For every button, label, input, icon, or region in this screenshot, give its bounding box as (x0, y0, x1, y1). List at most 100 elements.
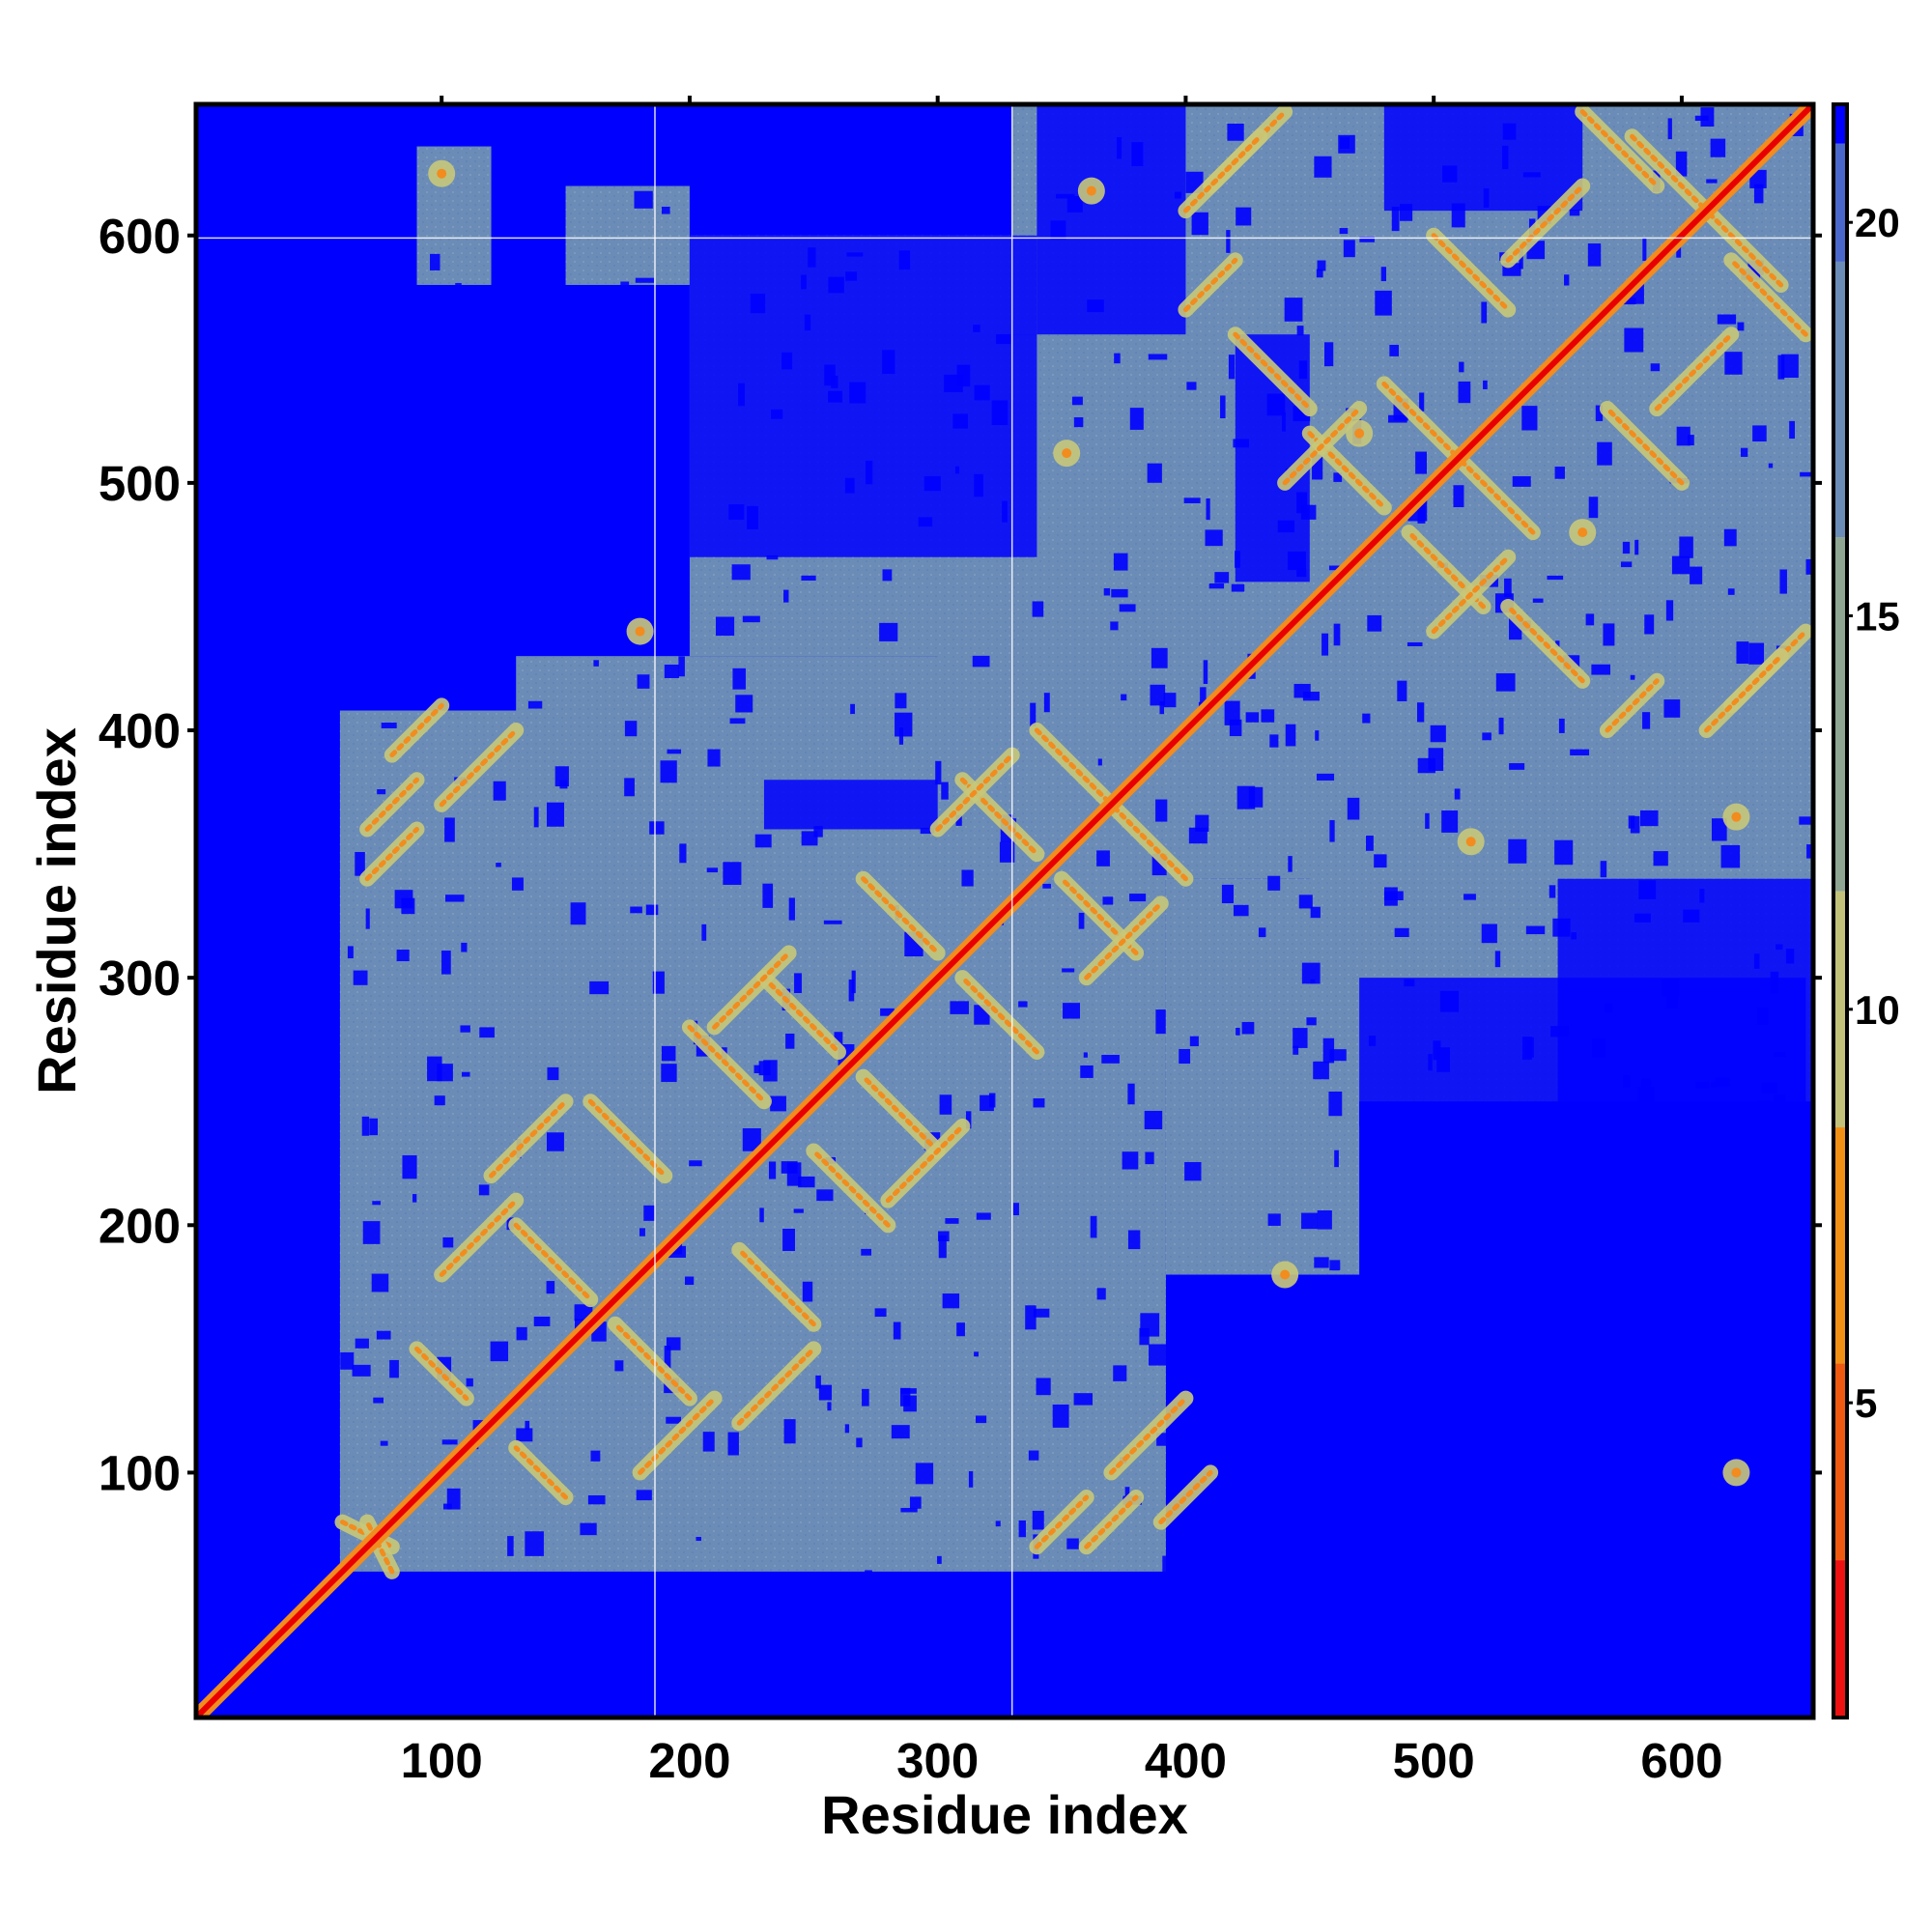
y-tick-label: 200 (99, 1198, 181, 1253)
heatmap-cell (1558, 718, 1565, 733)
heatmap-cell (1723, 528, 1737, 547)
heatmap-cell (1087, 299, 1104, 313)
contact-band (1233, 331, 1313, 412)
heatmap-cell (1066, 196, 1083, 213)
heatmap-cell (587, 1494, 606, 1505)
heatmap-cell (742, 1128, 761, 1151)
heatmap-cell (938, 1231, 950, 1242)
y-tick-label: 500 (99, 456, 181, 511)
heatmap-cell (1463, 894, 1476, 900)
heatmap-cell (974, 473, 983, 497)
contact-band (736, 1346, 816, 1426)
heatmap-cell (666, 1416, 681, 1424)
heatmap-cell (861, 1248, 872, 1256)
heatmap-cell (1183, 497, 1201, 503)
heatmap-cell (1261, 709, 1275, 723)
heatmap-cell (444, 817, 455, 842)
heatmap-cell (493, 781, 506, 801)
heatmap-cell (369, 1118, 379, 1136)
heatmap-cell (1032, 1510, 1044, 1530)
colorbar-tick-label: 20 (1855, 200, 1900, 245)
contact-band (1381, 381, 1462, 461)
heatmap-cell (1780, 354, 1799, 378)
heatmap-cell (874, 1308, 887, 1318)
heatmap-cell (1481, 301, 1488, 324)
heatmap-cell (1547, 575, 1564, 581)
heatmap-cell (1717, 314, 1737, 325)
heatmap-cell (547, 1066, 559, 1081)
heatmap-cell (1200, 687, 1207, 705)
heatmap-cell (1374, 854, 1387, 868)
heatmap-cell (678, 656, 685, 677)
heatmap-texture (565, 185, 690, 285)
heatmap-cell (1018, 1520, 1026, 1538)
heatmap-cell (815, 1375, 821, 1389)
contact-band (810, 1148, 891, 1228)
heatmap-cell (396, 950, 410, 962)
heatmap-cell (689, 1160, 702, 1167)
heatmap-cell (849, 382, 867, 404)
heatmap-cell (1233, 439, 1249, 448)
heatmap-cell (1383, 104, 1583, 212)
heatmap-cell (1285, 724, 1296, 747)
contact-band (439, 727, 519, 808)
heatmap-cell (661, 1064, 677, 1083)
heatmap-cell (1439, 990, 1460, 1012)
y-tick-label: 600 (99, 209, 181, 264)
heatmap-cell (1587, 243, 1602, 267)
heatmap-cell (679, 843, 687, 864)
heatmap-cell (479, 1027, 495, 1038)
heatmap-cell (1316, 269, 1323, 278)
heatmap-cell (1748, 642, 1765, 665)
contact-band (1654, 331, 1734, 412)
heatmap-cell (801, 575, 816, 581)
heatmap-cell (1634, 913, 1651, 923)
heatmap-cell (461, 942, 468, 952)
heatmap-cell (496, 863, 501, 867)
heatmap-cell (1400, 204, 1413, 221)
heatmap-cell (941, 781, 949, 800)
heatmap-cell (1315, 730, 1320, 741)
heatmap-cell (1442, 165, 1458, 183)
heatmap-cell (1638, 880, 1657, 899)
heatmap-cell (1761, 1082, 1778, 1094)
heatmap-cell (1504, 578, 1512, 597)
heatmap-cell (1062, 968, 1075, 973)
heatmap-cell (763, 780, 938, 830)
heatmap-cell (462, 1071, 470, 1077)
heatmap-cell (1159, 700, 1165, 715)
heatmap-cell (1310, 906, 1321, 919)
heatmap-cell (1706, 179, 1718, 184)
heatmap-cell (1119, 604, 1136, 612)
heatmap-cell (1334, 1150, 1339, 1168)
heatmap-cell (865, 1570, 872, 1594)
heatmap-cell (1383, 891, 1404, 901)
heatmap-cell (1269, 734, 1279, 748)
heatmap-cell (1258, 927, 1266, 938)
heatmap-cell (1699, 889, 1705, 903)
contact-band (1505, 604, 1585, 684)
heatmap-cell (1122, 1151, 1139, 1170)
heatmap-cell (1116, 136, 1122, 159)
heatmap-cell (1552, 918, 1571, 937)
heatmap-cell (1639, 810, 1659, 827)
heatmap-cell (813, 826, 823, 838)
heatmap-cell (788, 897, 795, 921)
heatmap-cell (918, 517, 933, 527)
heatmap-cell (1113, 1365, 1127, 1381)
heatmap-cell (1078, 912, 1085, 929)
heatmap-cell (800, 274, 807, 290)
heatmap-cell (1724, 352, 1743, 375)
heatmap-cell (1301, 1212, 1319, 1230)
heatmap-cell (1129, 894, 1147, 902)
contact-spot (1280, 1269, 1291, 1280)
heatmap-cell (1519, 248, 1523, 270)
heatmap-cell (1151, 647, 1168, 668)
contact-band (364, 1520, 395, 1575)
heatmap-cell (525, 1531, 544, 1556)
heatmap-cell (546, 1132, 564, 1151)
heatmap-cell (823, 920, 842, 924)
contact-band (861, 876, 941, 956)
heatmap-cell (1634, 539, 1639, 555)
heatmap-cell (706, 867, 719, 873)
